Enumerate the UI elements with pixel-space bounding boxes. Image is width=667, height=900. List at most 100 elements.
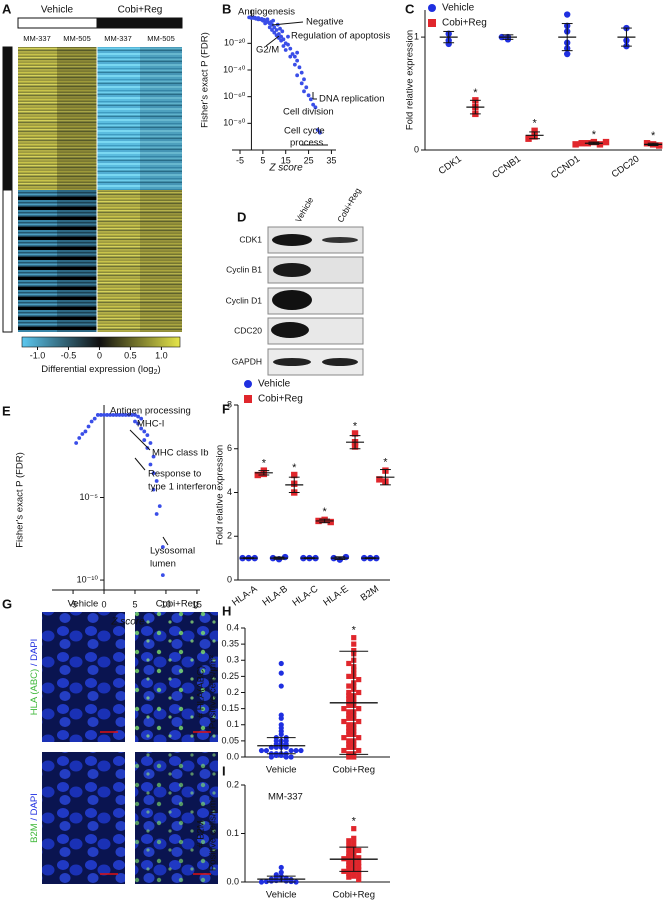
point bbox=[304, 85, 309, 90]
point bbox=[572, 141, 579, 148]
point bbox=[160, 573, 165, 577]
x-tick-label: 25 bbox=[304, 155, 314, 165]
point bbox=[271, 18, 276, 23]
point bbox=[346, 728, 352, 734]
colorbar-tick-label: 0 bbox=[97, 350, 102, 360]
significance: * bbox=[352, 625, 357, 637]
point bbox=[311, 102, 316, 107]
point bbox=[105, 413, 110, 417]
x-tick-label: HLA-E bbox=[321, 584, 350, 609]
point bbox=[341, 735, 347, 741]
point bbox=[346, 870, 352, 876]
sample-label: MM-505 bbox=[63, 34, 91, 43]
point bbox=[80, 432, 85, 436]
panel-label: I bbox=[222, 763, 226, 778]
point bbox=[351, 635, 357, 641]
point bbox=[278, 869, 284, 875]
leader-line bbox=[265, 35, 280, 47]
significance: * bbox=[651, 130, 656, 142]
y-axis-label: # HLA(ABC) bbox=[196, 666, 207, 718]
band bbox=[273, 263, 311, 277]
y-axis-label: Fold relative expression bbox=[405, 30, 416, 130]
y-tick-label: 0.05 bbox=[221, 735, 239, 745]
point bbox=[564, 11, 571, 18]
y-tick-label: 0.1 bbox=[226, 828, 239, 838]
point bbox=[148, 441, 153, 445]
point bbox=[318, 130, 322, 135]
significance: * bbox=[383, 456, 388, 468]
legend-marker bbox=[428, 4, 436, 12]
point bbox=[293, 879, 299, 885]
point bbox=[346, 660, 352, 667]
point bbox=[346, 744, 352, 750]
point bbox=[120, 413, 125, 417]
point bbox=[602, 138, 610, 146]
point bbox=[346, 709, 352, 715]
point bbox=[346, 854, 352, 860]
x-tick-label: CCND1 bbox=[549, 154, 582, 182]
point bbox=[151, 454, 156, 459]
x-axis-label: Z score bbox=[110, 617, 145, 628]
point bbox=[278, 670, 284, 676]
x-tick-label: 0 bbox=[102, 599, 107, 609]
annotation: Response to bbox=[148, 469, 201, 480]
significance: * bbox=[292, 462, 297, 474]
point bbox=[292, 54, 297, 59]
point bbox=[295, 58, 300, 63]
point bbox=[346, 738, 352, 744]
point bbox=[346, 725, 352, 731]
point bbox=[346, 751, 352, 757]
heatmap-shade bbox=[140, 47, 182, 332]
colorbar-title: Differential expression (log2) bbox=[41, 364, 160, 376]
point bbox=[356, 872, 362, 878]
protein-label: GAPDH bbox=[232, 356, 262, 366]
point bbox=[288, 754, 294, 760]
point bbox=[341, 747, 347, 754]
panel-label: B bbox=[222, 1, 231, 16]
legend-label: Cobi+Reg bbox=[258, 394, 303, 405]
point bbox=[295, 50, 300, 55]
point bbox=[108, 413, 113, 417]
annotation: Cell cycle bbox=[284, 126, 325, 137]
annotation: G2/M bbox=[256, 45, 279, 56]
x-tick-label: HLA-B bbox=[261, 584, 290, 609]
point bbox=[292, 62, 297, 67]
legend-label: Vehicle bbox=[442, 3, 475, 14]
point bbox=[356, 863, 362, 870]
micrograph-signal bbox=[135, 612, 218, 742]
annotation: Angiogenesis bbox=[238, 7, 295, 18]
point bbox=[341, 706, 347, 712]
y-axis-label: Fold relative expression bbox=[215, 445, 226, 545]
point bbox=[86, 424, 91, 429]
point bbox=[346, 859, 352, 865]
point bbox=[356, 855, 362, 861]
point bbox=[99, 413, 103, 417]
point bbox=[351, 869, 357, 875]
y-tick-label: 0.1 bbox=[226, 719, 239, 729]
significance: * bbox=[262, 458, 267, 470]
point bbox=[346, 715, 352, 721]
point bbox=[267, 25, 272, 30]
point bbox=[278, 683, 284, 689]
panel-label: F bbox=[222, 401, 230, 416]
colorbar bbox=[21, 336, 181, 348]
y-tick-label: 10⁻²⁰ bbox=[224, 38, 246, 48]
point bbox=[279, 34, 284, 39]
x-tick-label: HLA-A bbox=[230, 583, 260, 608]
point bbox=[655, 142, 663, 149]
point bbox=[351, 647, 357, 654]
point bbox=[151, 487, 156, 492]
point bbox=[274, 28, 279, 32]
y-tick-label: 10⁻⁵ bbox=[80, 492, 99, 502]
point bbox=[268, 754, 274, 760]
point bbox=[278, 26, 282, 31]
colorbar-tick-label: 1.0 bbox=[155, 350, 168, 360]
point bbox=[288, 747, 294, 754]
point bbox=[77, 436, 82, 440]
x-tick-label: CDC20 bbox=[610, 154, 642, 181]
legend-marker bbox=[244, 395, 252, 403]
y-tick-label: 0.25 bbox=[221, 671, 239, 681]
x-tick-label: B2M bbox=[359, 583, 381, 603]
counterstain-label: / DAPI bbox=[29, 793, 40, 823]
point bbox=[126, 413, 131, 417]
